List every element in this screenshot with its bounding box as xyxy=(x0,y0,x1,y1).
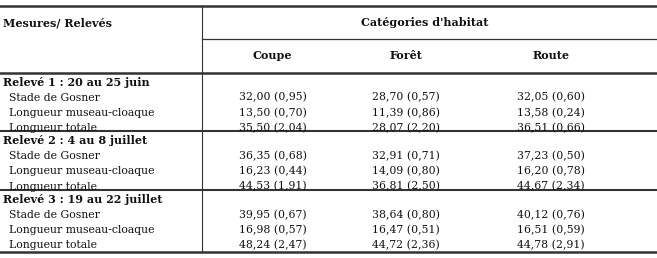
Text: Longueur museau-cloaque: Longueur museau-cloaque xyxy=(9,225,154,235)
Text: 16,47 (0,51): 16,47 (0,51) xyxy=(372,225,440,235)
Text: 28,07 (2,20): 28,07 (2,20) xyxy=(372,123,440,133)
Text: 44,72 (2,36): 44,72 (2,36) xyxy=(372,240,440,250)
Text: 44,78 (2,91): 44,78 (2,91) xyxy=(517,240,584,250)
Text: Stade de Gosner: Stade de Gosner xyxy=(9,151,99,161)
Text: Coupe: Coupe xyxy=(253,50,292,61)
Text: 37,23 (0,50): 37,23 (0,50) xyxy=(516,151,585,161)
Text: 36,51 (0,66): 36,51 (0,66) xyxy=(516,123,585,133)
Text: 44,67 (2,34): 44,67 (2,34) xyxy=(517,181,584,192)
Text: 39,95 (0,67): 39,95 (0,67) xyxy=(239,209,306,220)
Text: 36,35 (0,68): 36,35 (0,68) xyxy=(238,151,307,161)
Text: Stade de Gosner: Stade de Gosner xyxy=(9,210,99,220)
Text: Longueur totale: Longueur totale xyxy=(9,123,97,133)
Text: Route: Route xyxy=(532,50,569,61)
Text: 35,50 (2,04): 35,50 (2,04) xyxy=(238,123,307,133)
Text: 11,39 (0,86): 11,39 (0,86) xyxy=(372,108,440,118)
Text: Longueur totale: Longueur totale xyxy=(9,182,97,191)
Text: 44,53 (1,91): 44,53 (1,91) xyxy=(239,181,306,192)
Text: Relevé 1 : 20 au 25 juin: Relevé 1 : 20 au 25 juin xyxy=(3,77,150,87)
Text: 16,20 (0,78): 16,20 (0,78) xyxy=(516,166,585,176)
Text: 16,23 (0,44): 16,23 (0,44) xyxy=(238,166,307,176)
Text: 13,58 (0,24): 13,58 (0,24) xyxy=(516,108,585,118)
Text: Longueur totale: Longueur totale xyxy=(9,240,97,250)
Text: 16,51 (0,59): 16,51 (0,59) xyxy=(516,225,585,235)
Text: 13,50 (0,70): 13,50 (0,70) xyxy=(238,108,307,118)
Text: 28,70 (0,57): 28,70 (0,57) xyxy=(372,92,440,103)
Text: 40,12 (0,76): 40,12 (0,76) xyxy=(516,209,585,220)
Text: 48,24 (2,47): 48,24 (2,47) xyxy=(239,240,306,250)
Text: Relevé 3 : 19 au 22 juillet: Relevé 3 : 19 au 22 juillet xyxy=(3,194,163,205)
Text: Mesures/ Relevés: Mesures/ Relevés xyxy=(3,17,112,28)
Text: 32,91 (0,71): 32,91 (0,71) xyxy=(372,151,440,161)
Text: Stade de Gosner: Stade de Gosner xyxy=(9,93,99,102)
Text: 32,05 (0,60): 32,05 (0,60) xyxy=(516,92,585,103)
Text: 14,09 (0,80): 14,09 (0,80) xyxy=(372,166,440,176)
Text: Forêt: Forêt xyxy=(390,50,422,61)
Text: Relevé 2 : 4 au 8 juillet: Relevé 2 : 4 au 8 juillet xyxy=(3,135,147,146)
Text: 16,98 (0,57): 16,98 (0,57) xyxy=(238,225,307,235)
Text: Longueur museau-cloaque: Longueur museau-cloaque xyxy=(9,108,154,118)
Text: Longueur museau-cloaque: Longueur museau-cloaque xyxy=(9,166,154,176)
Text: Catégories d'habitat: Catégories d'habitat xyxy=(361,17,488,28)
Text: 32,00 (0,95): 32,00 (0,95) xyxy=(238,92,307,103)
Text: 36,81 (2,50): 36,81 (2,50) xyxy=(372,181,440,192)
Text: 38,64 (0,80): 38,64 (0,80) xyxy=(372,209,440,220)
